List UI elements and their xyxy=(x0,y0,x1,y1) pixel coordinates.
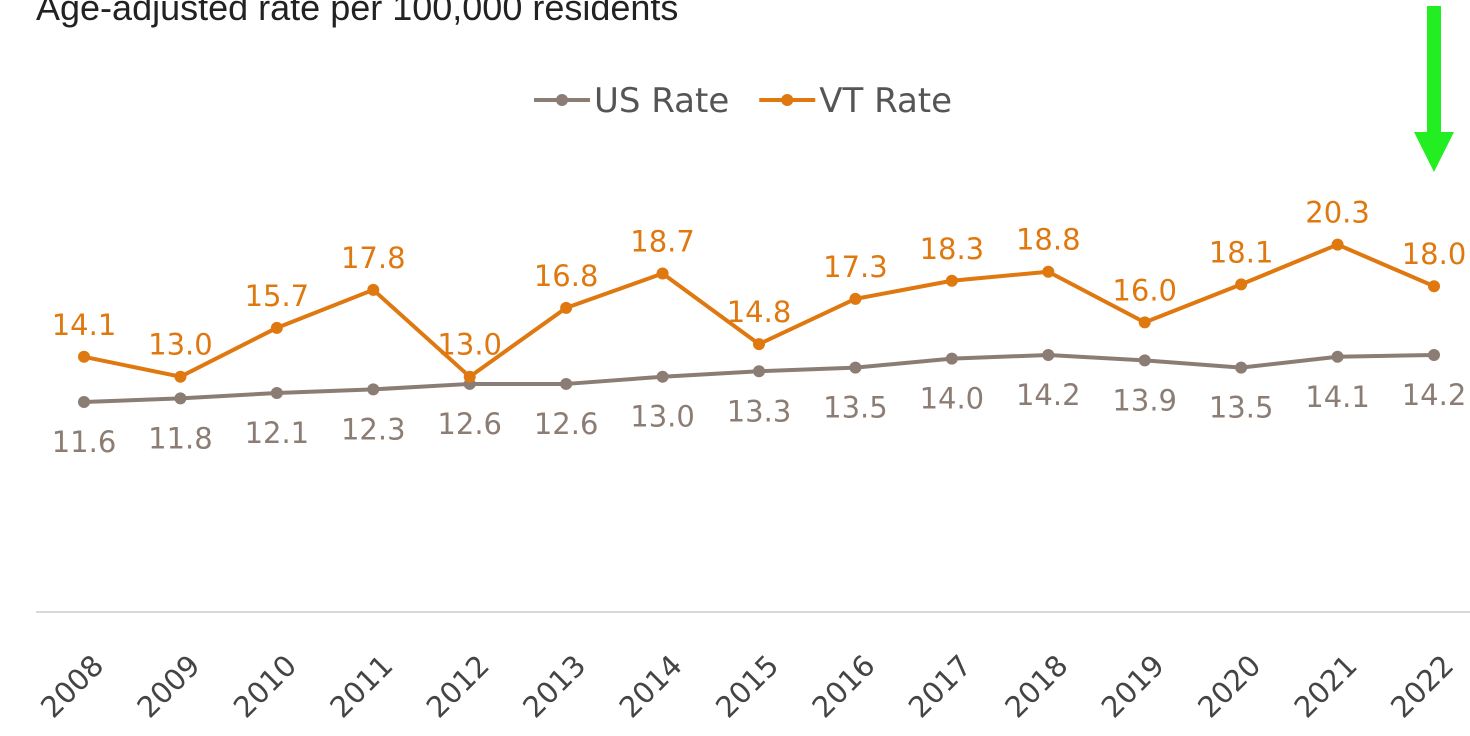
x-tick-label: 2008 xyxy=(34,648,110,724)
x-tick-label: 2017 xyxy=(902,648,978,724)
legend-marker xyxy=(781,94,794,106)
data-label: 18.8 xyxy=(1016,223,1081,257)
data-point xyxy=(656,267,669,280)
data-point xyxy=(1331,350,1344,363)
data-label: 14.0 xyxy=(920,382,985,416)
x-tick-label: 2020 xyxy=(1191,648,1267,724)
data-label: 13.5 xyxy=(1209,391,1274,425)
data-point xyxy=(1428,280,1440,293)
chart-title: Age-adjusted rate per 100,000 residents xyxy=(36,0,678,28)
data-label: 13.0 xyxy=(148,328,213,362)
data-point xyxy=(367,283,380,296)
data-point xyxy=(1235,361,1248,374)
x-tick-label: 2011 xyxy=(323,648,399,724)
data-point xyxy=(849,361,862,374)
data-point xyxy=(849,292,862,305)
data-point xyxy=(753,338,765,351)
x-tick-label: 2012 xyxy=(420,648,496,724)
data-label: 14.1 xyxy=(1305,380,1370,414)
data-label: 20.3 xyxy=(1305,196,1370,230)
data-point xyxy=(753,365,765,378)
data-label: 18.0 xyxy=(1402,237,1467,271)
arrow-head xyxy=(1414,132,1454,172)
data-point xyxy=(270,321,283,334)
x-tick-label: 2014 xyxy=(613,648,689,724)
data-label: 13.0 xyxy=(437,328,502,362)
data-label: 13.5 xyxy=(823,391,888,425)
data-point xyxy=(560,377,573,390)
data-label: 13.0 xyxy=(630,400,695,434)
data-label: 13.3 xyxy=(727,394,792,428)
data-label: 17.8 xyxy=(341,241,406,275)
x-tick-label: 2009 xyxy=(130,648,206,724)
data-point xyxy=(560,301,573,314)
data-point xyxy=(656,370,669,383)
data-label: 14.2 xyxy=(1402,378,1467,412)
x-tick-label: 2019 xyxy=(1095,648,1171,724)
x-tick-label: 2022 xyxy=(1384,648,1460,724)
arrow-shaft xyxy=(1427,6,1441,134)
data-label: 18.7 xyxy=(630,225,695,259)
data-point xyxy=(945,352,958,365)
data-point xyxy=(174,392,187,405)
legend-label: US Rate xyxy=(594,81,729,121)
legend-marker xyxy=(556,94,568,106)
data-point xyxy=(1042,265,1055,278)
data-point xyxy=(463,370,476,383)
data-point xyxy=(1331,238,1344,251)
data-label: 13.9 xyxy=(1112,383,1177,417)
data-label: 11.8 xyxy=(148,421,213,455)
legend-label: VT Rate xyxy=(819,81,952,121)
x-tick-label: 2015 xyxy=(709,648,785,724)
data-point xyxy=(270,386,283,399)
data-label: 11.6 xyxy=(52,425,117,459)
data-label: 18.1 xyxy=(1209,235,1274,269)
data-label: 12.1 xyxy=(245,416,310,450)
data-label: 17.3 xyxy=(823,250,888,284)
data-label: 14.8 xyxy=(727,295,792,329)
x-tick-label: 2010 xyxy=(227,648,303,724)
data-label: 14.2 xyxy=(1016,378,1081,412)
data-point xyxy=(1138,354,1151,367)
data-label: 18.3 xyxy=(920,232,985,266)
x-tick-label: 2013 xyxy=(516,648,592,724)
data-point xyxy=(78,396,90,409)
data-point xyxy=(1428,348,1440,361)
data-label: 16.8 xyxy=(534,259,599,293)
data-label: 15.7 xyxy=(245,279,310,313)
data-point xyxy=(1235,278,1248,291)
data-label: 14.1 xyxy=(52,308,117,342)
data-label: 12.6 xyxy=(437,407,502,441)
data-label: 12.3 xyxy=(341,412,406,446)
data-point xyxy=(367,383,380,396)
data-point xyxy=(174,370,187,383)
highlight-arrow xyxy=(1414,6,1454,172)
x-tick-label: 2016 xyxy=(805,648,881,724)
data-point xyxy=(1042,348,1055,361)
x-tick-label: 2018 xyxy=(998,648,1074,724)
data-point xyxy=(1138,316,1151,329)
data-point xyxy=(945,274,958,287)
x-tick-label: 2021 xyxy=(1288,648,1364,724)
data-label: 16.0 xyxy=(1112,273,1177,307)
legend: US Rate VT Rate xyxy=(534,81,952,121)
data-label: 12.6 xyxy=(534,407,599,441)
data-point xyxy=(78,350,90,363)
